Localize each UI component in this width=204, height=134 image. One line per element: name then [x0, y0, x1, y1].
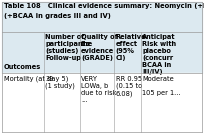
Text: Number of
participants
(studies)
Follow-up: Number of participants (studies) Follow-…	[45, 34, 90, 61]
Text: Mortality (at day 5): Mortality (at day 5)	[4, 76, 69, 82]
Bar	[2, 2, 202, 32]
Text: Moderate

105 per 1...: Moderate 105 per 1...	[142, 76, 181, 96]
Text: (+BCAA in grades III and IV): (+BCAA in grades III and IV)	[4, 13, 111, 19]
Text: Relative
effect
(95%
CI): Relative effect (95% CI)	[116, 34, 146, 61]
Text: VERY
LOWa, b
due to risk
...: VERY LOWa, b due to risk ...	[81, 76, 117, 103]
Text: Outcomes: Outcomes	[4, 64, 41, 70]
Bar	[2, 32, 202, 73]
Text: RR 0.95
(0.15 to
6.08): RR 0.95 (0.15 to 6.08)	[116, 76, 142, 97]
Text: Quality of
the
evidence
(GRADE): Quality of the evidence (GRADE)	[81, 34, 118, 61]
Text: Anticipat
Risk with
placebo
(concurr
BCAA in
III/IV): Anticipat Risk with placebo (concurr BCA…	[142, 34, 176, 75]
Bar	[2, 73, 202, 132]
Text: 39
(1 study): 39 (1 study)	[45, 76, 75, 89]
Text: Table 108   Clinical evidence summary: Neomycin (+BCAA i...: Table 108 Clinical evidence summary: Neo…	[4, 3, 204, 9]
